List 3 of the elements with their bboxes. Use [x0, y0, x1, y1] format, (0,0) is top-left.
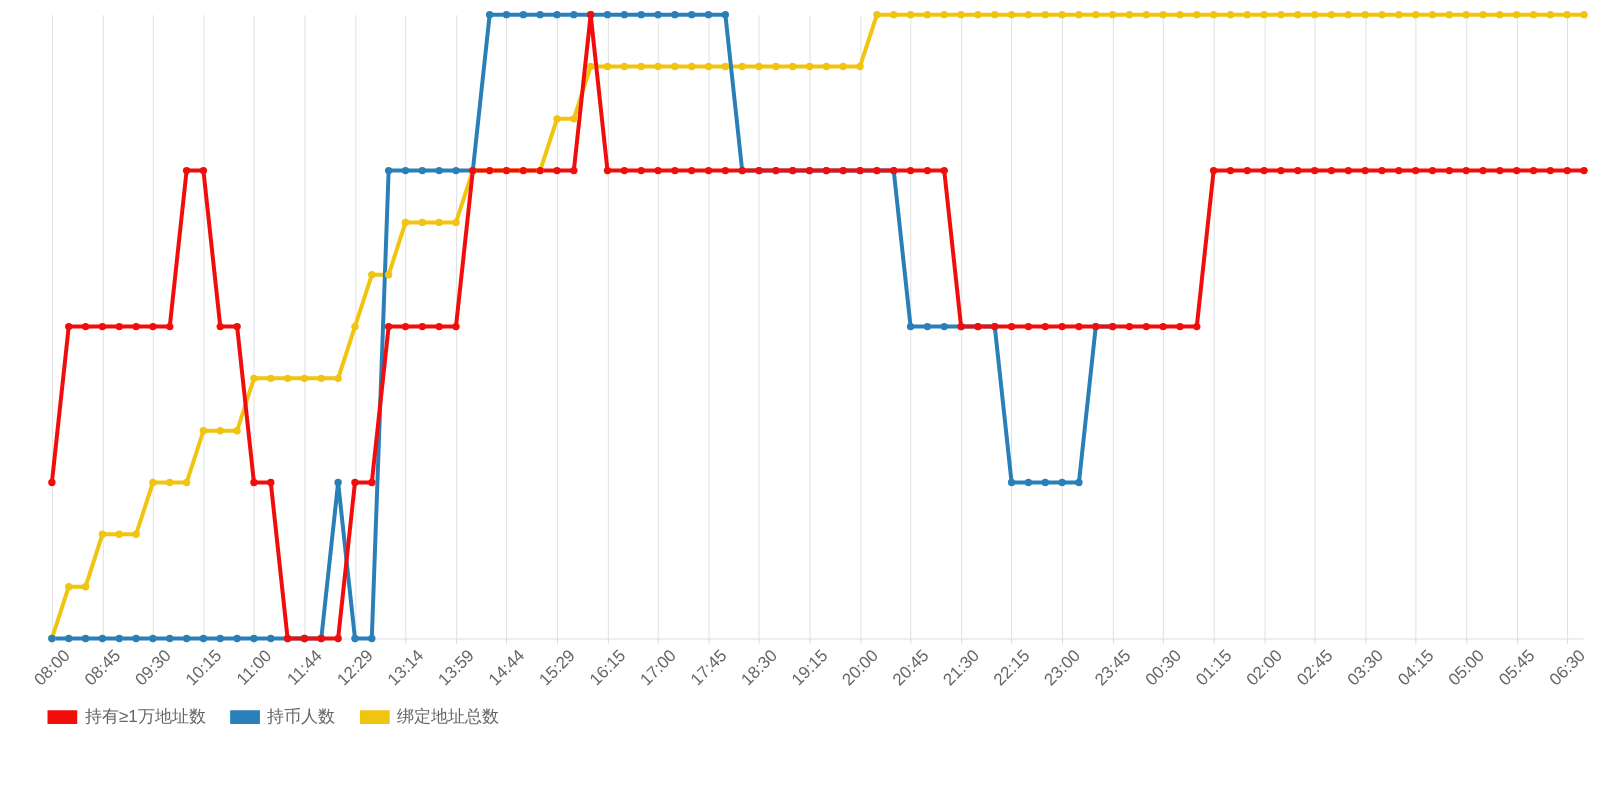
- legend-label: 持有≥1万地址数: [84, 707, 206, 727]
- legend-label: 绑定地址总数: [397, 707, 500, 727]
- legend-label: 持币人数: [267, 707, 336, 727]
